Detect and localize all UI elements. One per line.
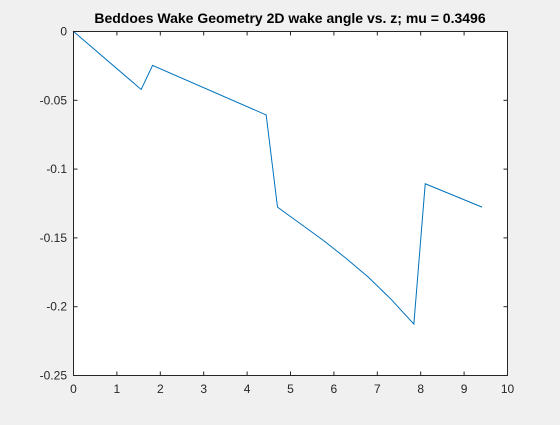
x-tick-label: 3	[200, 382, 207, 396]
x-tick-label: 4	[244, 382, 251, 396]
y-tick-label: -0.05	[40, 93, 68, 107]
y-tick-label: -0.15	[40, 231, 68, 245]
x-tick-label: 0	[70, 382, 77, 396]
series-line-0	[72, 30, 483, 326]
x-tick-label: 10	[501, 382, 515, 396]
x-tick-label: 5	[287, 382, 294, 396]
y-tick-label: -0.2	[46, 300, 67, 314]
chart-title: Beddoes Wake Geometry 2D wake angle vs. …	[94, 10, 485, 26]
x-tick-label: 8	[417, 382, 424, 396]
x-tick-label: 1	[114, 382, 121, 396]
y-tick-label: 0	[60, 25, 67, 39]
x-tick-label: 6	[331, 382, 338, 396]
x-tick-label: 2	[157, 382, 164, 396]
y-tick-label: -0.1	[46, 162, 67, 176]
y-tick-label: -0.25	[40, 369, 68, 383]
x-tick-label: 9	[461, 382, 468, 396]
plot-area	[73, 31, 507, 375]
x-tick-label: 7	[374, 382, 381, 396]
